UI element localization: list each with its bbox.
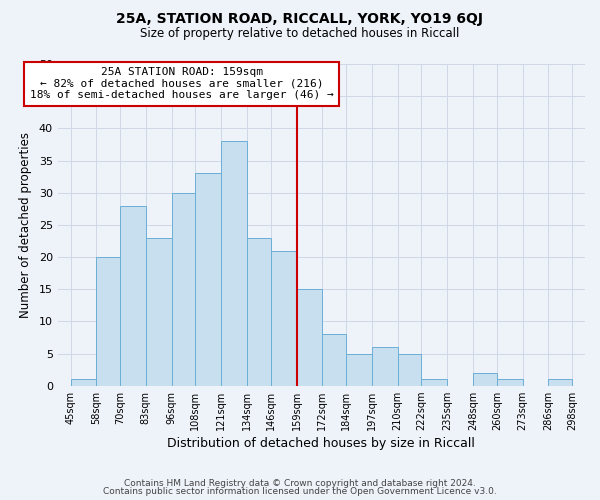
Bar bbox=[421, 380, 447, 386]
Bar bbox=[146, 238, 172, 386]
Text: 25A STATION ROAD: 159sqm
← 82% of detached houses are smaller (216)
18% of semi-: 25A STATION ROAD: 159sqm ← 82% of detach… bbox=[29, 67, 334, 100]
Bar bbox=[196, 174, 221, 386]
Bar bbox=[473, 373, 497, 386]
Bar bbox=[271, 250, 296, 386]
Bar bbox=[548, 380, 572, 386]
Text: 25A, STATION ROAD, RICCALL, YORK, YO19 6QJ: 25A, STATION ROAD, RICCALL, YORK, YO19 6… bbox=[116, 12, 484, 26]
Bar bbox=[221, 141, 247, 386]
Text: Size of property relative to detached houses in Riccall: Size of property relative to detached ho… bbox=[140, 28, 460, 40]
X-axis label: Distribution of detached houses by size in Riccall: Distribution of detached houses by size … bbox=[167, 437, 475, 450]
Bar bbox=[497, 380, 523, 386]
Y-axis label: Number of detached properties: Number of detached properties bbox=[19, 132, 32, 318]
Bar bbox=[346, 354, 372, 386]
Bar bbox=[71, 380, 96, 386]
Bar bbox=[398, 354, 421, 386]
Bar bbox=[372, 347, 398, 386]
Bar bbox=[172, 192, 196, 386]
Bar bbox=[247, 238, 271, 386]
Bar bbox=[322, 334, 346, 386]
Text: Contains public sector information licensed under the Open Government Licence v3: Contains public sector information licen… bbox=[103, 487, 497, 496]
Bar bbox=[296, 289, 322, 386]
Text: Contains HM Land Registry data © Crown copyright and database right 2024.: Contains HM Land Registry data © Crown c… bbox=[124, 478, 476, 488]
Bar bbox=[96, 257, 120, 386]
Bar bbox=[120, 206, 146, 386]
